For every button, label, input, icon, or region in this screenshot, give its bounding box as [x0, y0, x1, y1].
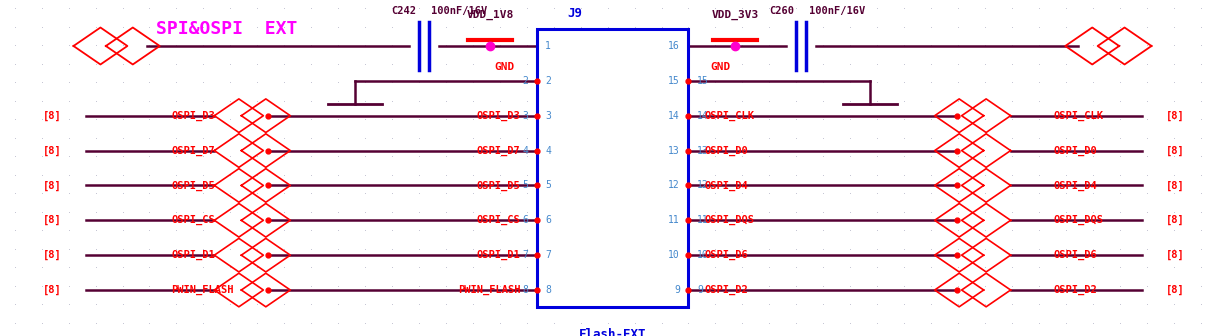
Text: J9: J9 — [567, 7, 582, 20]
Text: 6: 6 — [545, 215, 551, 225]
Text: 100nF/16V: 100nF/16V — [808, 6, 865, 16]
Text: VDD_3V3: VDD_3V3 — [712, 10, 758, 20]
Text: 14: 14 — [668, 111, 680, 121]
Text: OSPI_CS: OSPI_CS — [477, 215, 521, 225]
Text: 5: 5 — [522, 180, 528, 191]
Text: OSPI_D5: OSPI_D5 — [172, 180, 216, 191]
Text: OSPI_CLK: OSPI_CLK — [1054, 111, 1104, 121]
Text: 12: 12 — [668, 180, 680, 191]
Text: OSPI_D6: OSPI_D6 — [1054, 250, 1098, 260]
Text: VDD_1V8: VDD_1V8 — [467, 10, 513, 20]
Text: OSPI_D3: OSPI_D3 — [172, 111, 216, 121]
Text: 2: 2 — [522, 76, 528, 86]
Text: OSPI_DQS: OSPI_DQS — [704, 215, 755, 225]
Text: [8]: [8] — [43, 250, 61, 260]
Text: [8]: [8] — [43, 285, 61, 295]
Text: OSPI_D0: OSPI_D0 — [1054, 145, 1098, 156]
Text: 8: 8 — [522, 285, 528, 295]
Text: [8]: [8] — [43, 215, 61, 225]
Text: [8]: [8] — [1166, 180, 1185, 191]
Text: 1: 1 — [545, 41, 551, 51]
Text: 3: 3 — [545, 111, 551, 121]
Text: OSPI_DQS: OSPI_DQS — [1054, 215, 1104, 225]
Text: 14: 14 — [697, 111, 709, 121]
Text: 13: 13 — [697, 145, 709, 156]
Text: 7: 7 — [522, 250, 528, 260]
Text: [8]: [8] — [1166, 111, 1185, 121]
Text: 11: 11 — [697, 215, 709, 225]
Text: OSPI_D3: OSPI_D3 — [477, 111, 521, 121]
Text: 10: 10 — [668, 250, 680, 260]
Text: SPI&OSPI  EXT: SPI&OSPI EXT — [156, 20, 298, 38]
Text: GND: GND — [710, 62, 731, 73]
Text: OSPI_D5: OSPI_D5 — [477, 180, 521, 191]
Text: OSPI_CLK: OSPI_CLK — [704, 111, 755, 121]
Text: 7: 7 — [545, 250, 551, 260]
Text: OSPI_D2: OSPI_D2 — [1054, 285, 1098, 295]
Text: 6: 6 — [522, 215, 528, 225]
Text: [8]: [8] — [1166, 250, 1185, 260]
Text: PWIN_FLASH: PWIN_FLASH — [172, 285, 234, 295]
Text: OSPI_D0: OSPI_D0 — [704, 145, 748, 156]
Text: 4: 4 — [522, 145, 528, 156]
Text: 10: 10 — [697, 250, 709, 260]
Text: 2: 2 — [545, 76, 551, 86]
Text: OSPI_D2: OSPI_D2 — [704, 285, 748, 295]
Text: 100nF/16V: 100nF/16V — [431, 6, 488, 16]
Text: 15: 15 — [668, 76, 680, 86]
Text: 9: 9 — [674, 285, 680, 295]
Text: 3: 3 — [522, 111, 528, 121]
Text: C260: C260 — [769, 6, 794, 16]
Text: OSPI_D4: OSPI_D4 — [704, 180, 748, 191]
Text: [8]: [8] — [1166, 285, 1185, 295]
Text: GND: GND — [494, 62, 514, 73]
Text: 15: 15 — [697, 76, 709, 86]
Text: [8]: [8] — [43, 180, 61, 191]
Text: 12: 12 — [697, 180, 709, 191]
Text: [8]: [8] — [1166, 145, 1185, 156]
Text: 4: 4 — [545, 145, 551, 156]
Bar — [537, 29, 688, 307]
Text: [8]: [8] — [43, 111, 61, 121]
Text: C242: C242 — [392, 6, 416, 16]
Text: PWIN_FLASH: PWIN_FLASH — [458, 285, 521, 295]
Text: [8]: [8] — [1166, 215, 1185, 225]
Text: OSPI_D7: OSPI_D7 — [172, 145, 216, 156]
Text: 9: 9 — [697, 285, 703, 295]
Text: 13: 13 — [668, 145, 680, 156]
Text: 16: 16 — [668, 41, 680, 51]
Text: OSPI_D4: OSPI_D4 — [1054, 180, 1098, 191]
Text: OSPI_D1: OSPI_D1 — [172, 250, 216, 260]
Text: OSPI_D1: OSPI_D1 — [477, 250, 521, 260]
Text: 8: 8 — [545, 285, 551, 295]
Text: OSPI_D7: OSPI_D7 — [477, 145, 521, 156]
Text: OSPI_CS: OSPI_CS — [172, 215, 216, 225]
Text: [8]: [8] — [43, 145, 61, 156]
Text: 5: 5 — [545, 180, 551, 191]
Text: OSPI_D6: OSPI_D6 — [704, 250, 748, 260]
Text: Flash-EXT: Flash-EXT — [578, 328, 647, 336]
Text: 11: 11 — [668, 215, 680, 225]
